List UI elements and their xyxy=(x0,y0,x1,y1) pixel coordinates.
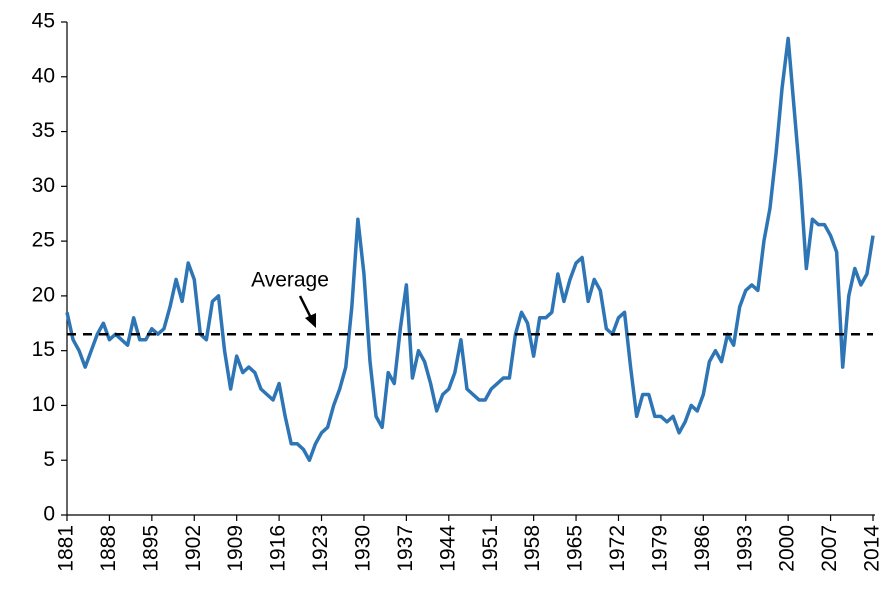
annotation-arrowhead xyxy=(305,313,316,328)
x-tick-label: 1944 xyxy=(436,525,459,572)
y-tick-label: 30 xyxy=(32,174,55,197)
x-tick-label: 1951 xyxy=(479,525,502,572)
x-tick-label: 1916 xyxy=(267,525,290,572)
y-tick-label: 40 xyxy=(32,64,55,87)
y-tick-label: 35 xyxy=(32,119,55,142)
y-tick-label: 45 xyxy=(32,10,55,33)
y-tick-label: 10 xyxy=(32,393,55,416)
x-tick-label: 1881 xyxy=(55,525,78,572)
average-label: Average xyxy=(251,269,329,292)
x-tick-label: 2014 xyxy=(861,525,884,572)
y-tick-label: 0 xyxy=(43,503,55,526)
x-tick-label: 1993 xyxy=(733,525,756,572)
x-tick-label: 1965 xyxy=(564,525,587,572)
y-tick-label: 15 xyxy=(32,338,55,361)
data-line xyxy=(65,36,875,462)
x-tick-label: 1930 xyxy=(351,525,374,572)
y-tick-label: 5 xyxy=(43,448,55,471)
x-tick-label: 1972 xyxy=(606,525,629,572)
x-tick-label: 2000 xyxy=(776,525,799,572)
x-tick-label: 1958 xyxy=(521,525,544,572)
x-tick-label: 2007 xyxy=(818,525,841,572)
x-tick-label: 1902 xyxy=(182,525,205,572)
x-tick-label: 1923 xyxy=(309,525,332,572)
y-tick-label: 25 xyxy=(32,229,55,252)
x-tick-label: 1979 xyxy=(648,525,671,572)
x-tick-label: 1895 xyxy=(139,525,162,572)
x-tick-label: 1888 xyxy=(97,525,120,572)
y-tick-label: 20 xyxy=(32,283,55,306)
x-tick-label: 1986 xyxy=(691,525,714,572)
x-tick-label: 1937 xyxy=(394,525,417,572)
x-tick-label: 1909 xyxy=(224,525,247,572)
